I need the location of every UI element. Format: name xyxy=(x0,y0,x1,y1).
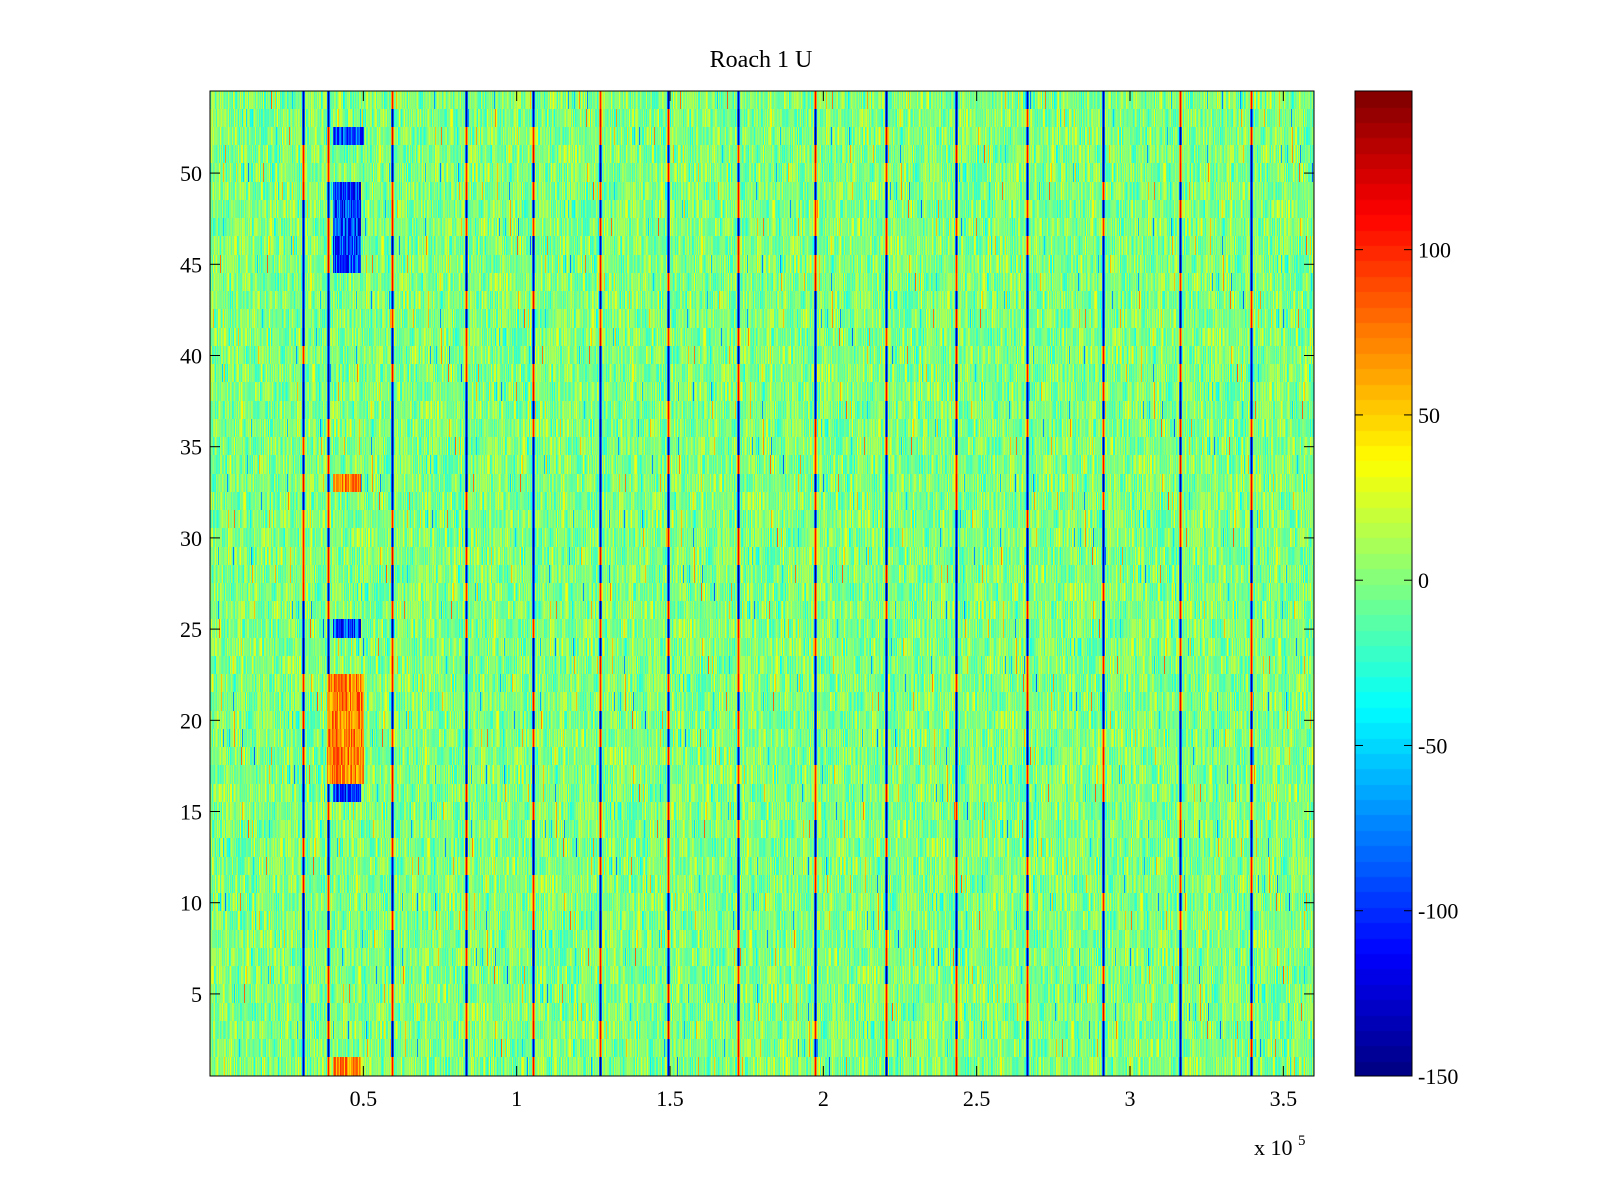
colorbar-tick-label: 100 xyxy=(1418,238,1451,263)
y-tick-label: 25 xyxy=(180,617,202,642)
plot-frame xyxy=(209,90,1315,1077)
y-axis-ticks: 5 10 15 20 25 30 35 40 45 50 xyxy=(180,161,1314,1007)
colorbar-tick-label: 0 xyxy=(1418,568,1429,593)
x-axis-ticks: 0.5 1 1.5 2 2.5 3 3.5 xyxy=(350,91,1298,1111)
y-tick-label: 10 xyxy=(180,891,202,916)
colorbar-ticks: 100 50 0 -50 -100 -150 xyxy=(1355,238,1458,1089)
colorbar-gradient xyxy=(1355,91,1412,1076)
x-axis-exponent-power: 5 xyxy=(1298,1133,1306,1149)
y-tick-label: 35 xyxy=(180,435,202,460)
y-tick-label: 20 xyxy=(180,708,202,733)
y-tick-label: 30 xyxy=(180,526,202,551)
x-axis-exponent-base: x 10 xyxy=(1254,1135,1293,1160)
chart-title: Roach 1 U xyxy=(710,47,813,73)
y-tick-label: 40 xyxy=(180,343,202,368)
x-tick-label: 1 xyxy=(511,1086,522,1111)
colorbar-tick-label: -50 xyxy=(1418,733,1447,758)
x-tick-label: 2 xyxy=(818,1086,829,1111)
colorbar-tick-label: 50 xyxy=(1418,403,1440,428)
colorbar-tick-label: -100 xyxy=(1418,899,1458,924)
colorbar-tick-label: -150 xyxy=(1418,1064,1458,1089)
colorbar-frame xyxy=(1354,90,1413,1077)
y-tick-label: 15 xyxy=(180,800,202,825)
y-tick-label: 45 xyxy=(180,252,202,277)
heatmap-image xyxy=(210,91,1314,1076)
x-tick-label: 3 xyxy=(1125,1086,1136,1111)
y-tick-label: 5 xyxy=(191,982,202,1007)
x-axis-exponent-label: x 10 5 xyxy=(1254,1133,1306,1160)
x-tick-label: 1.5 xyxy=(656,1086,684,1111)
y-tick-label: 50 xyxy=(180,161,202,186)
x-tick-label: 2.5 xyxy=(963,1086,991,1111)
x-tick-label: 3.5 xyxy=(1270,1086,1298,1111)
x-tick-label: 0.5 xyxy=(350,1086,378,1111)
